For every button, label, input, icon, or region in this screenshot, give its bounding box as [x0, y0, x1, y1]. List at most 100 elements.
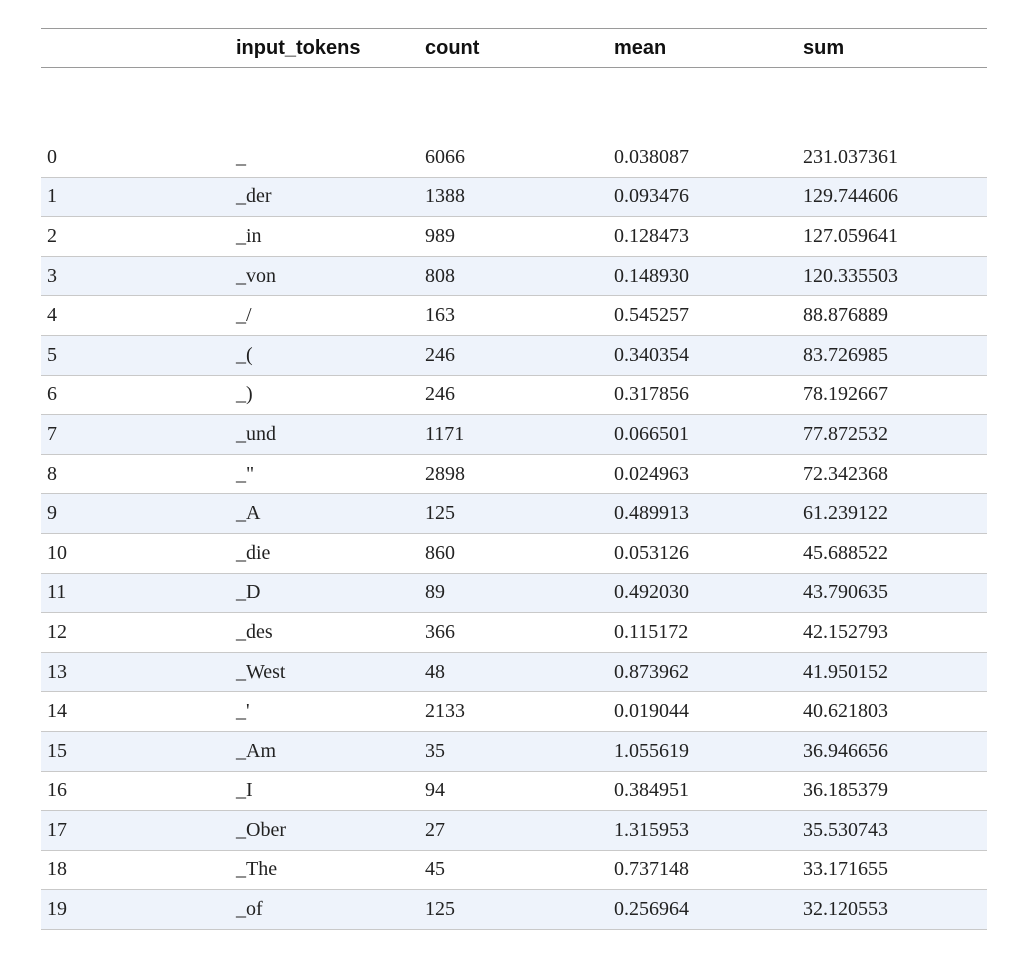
- cell-sum: 72.342368: [803, 454, 987, 495]
- table-row: 11 _D 89 0.492030 43.790635: [41, 573, 987, 614]
- table-row: 14 _' 2133 0.019044 40.621803: [41, 691, 987, 732]
- header-mean: mean: [614, 28, 803, 68]
- cell-mean: 0.873962: [614, 652, 803, 693]
- header-input-tokens: input_tokens: [236, 28, 425, 68]
- cell-input-tokens: _": [236, 454, 425, 495]
- cell-sum: 36.185379: [803, 771, 987, 812]
- cell-input-tokens: _von: [236, 256, 425, 297]
- cell-count: 860: [425, 533, 614, 574]
- cell-index: 19: [41, 889, 236, 930]
- header-count: count: [425, 28, 614, 68]
- cell-input-tokens: _: [236, 138, 425, 178]
- cell-sum: 78.192667: [803, 375, 987, 416]
- cell-count: 163: [425, 295, 614, 336]
- table-row: 17 _Ober 27 1.315953 35.530743: [41, 810, 987, 851]
- header-spacer: [41, 68, 987, 139]
- table-row: 6 _) 246 0.317856 78.192667: [41, 375, 987, 416]
- cell-count: 89: [425, 573, 614, 614]
- cell-mean: 0.737148: [614, 850, 803, 891]
- table-row: 7 _und 1171 0.066501 77.872532: [41, 414, 987, 455]
- table-row: 18 _The 45 0.737148 33.171655: [41, 850, 987, 891]
- cell-sum: 129.744606: [803, 177, 987, 218]
- cell-mean: 0.317856: [614, 375, 803, 416]
- table-row: 0 _ 6066 0.038087 231.037361: [41, 138, 987, 178]
- cell-index: 3: [41, 256, 236, 297]
- cell-input-tokens: _): [236, 375, 425, 416]
- cell-index: 12: [41, 612, 236, 653]
- cell-sum: 35.530743: [803, 810, 987, 851]
- cell-count: 366: [425, 612, 614, 653]
- cell-input-tokens: _und: [236, 414, 425, 455]
- cell-count: 45: [425, 850, 614, 891]
- table-row: 12 _des 366 0.115172 42.152793: [41, 612, 987, 653]
- cell-input-tokens: _die: [236, 533, 425, 574]
- cell-mean: 0.053126: [614, 533, 803, 574]
- cell-input-tokens: _Ober: [236, 810, 425, 851]
- cell-mean: 0.038087: [614, 138, 803, 178]
- cell-sum: 61.239122: [803, 493, 987, 534]
- cell-sum: 88.876889: [803, 295, 987, 336]
- cell-count: 246: [425, 335, 614, 376]
- cell-mean: 0.128473: [614, 216, 803, 257]
- cell-count: 125: [425, 889, 614, 930]
- cell-mean: 0.489913: [614, 493, 803, 534]
- header-index: [41, 28, 236, 68]
- table-row: 9 _A 125 0.489913 61.239122: [41, 493, 987, 534]
- cell-index: 2: [41, 216, 236, 257]
- cell-sum: 42.152793: [803, 612, 987, 653]
- cell-index: 15: [41, 731, 236, 772]
- cell-input-tokens: _/: [236, 295, 425, 336]
- table-row: 2 _in 989 0.128473 127.059641: [41, 216, 987, 257]
- cell-count: 246: [425, 375, 614, 416]
- cell-sum: 40.621803: [803, 691, 987, 732]
- cell-index: 1: [41, 177, 236, 218]
- cell-index: 14: [41, 691, 236, 732]
- cell-index: 13: [41, 652, 236, 693]
- cell-index: 9: [41, 493, 236, 534]
- cell-mean: 0.384951: [614, 771, 803, 812]
- cell-mean: 1.315953: [614, 810, 803, 851]
- table-row: 13 _West 48 0.873962 41.950152: [41, 652, 987, 693]
- cell-input-tokens: _': [236, 691, 425, 732]
- cell-input-tokens: _(: [236, 335, 425, 376]
- cell-input-tokens: _West: [236, 652, 425, 693]
- dataframe-table: input_tokens count mean sum 0 _ 6066 0.0380…: [41, 28, 987, 930]
- table-row: 16 _I 94 0.384951 36.185379: [41, 771, 987, 812]
- cell-mean: 0.256964: [614, 889, 803, 930]
- table-row: 1 _der 1388 0.093476 129.744606: [41, 177, 987, 218]
- cell-input-tokens: _of: [236, 889, 425, 930]
- cell-count: 94: [425, 771, 614, 812]
- cell-count: 35: [425, 731, 614, 772]
- cell-index: 16: [41, 771, 236, 812]
- cell-sum: 43.790635: [803, 573, 987, 614]
- cell-input-tokens: _D: [236, 573, 425, 614]
- table-row: 15 _Am 35 1.055619 36.946656: [41, 731, 987, 772]
- cell-mean: 0.340354: [614, 335, 803, 376]
- cell-index: 18: [41, 850, 236, 891]
- cell-input-tokens: _A: [236, 493, 425, 534]
- cell-index: 5: [41, 335, 236, 376]
- cell-mean: 0.148930: [614, 256, 803, 297]
- cell-count: 2898: [425, 454, 614, 495]
- cell-index: 8: [41, 454, 236, 495]
- cell-input-tokens: _in: [236, 216, 425, 257]
- cell-sum: 41.950152: [803, 652, 987, 693]
- cell-input-tokens: _The: [236, 850, 425, 891]
- cell-input-tokens: _Am: [236, 731, 425, 772]
- table-row: 8 _" 2898 0.024963 72.342368: [41, 454, 987, 495]
- table-header: input_tokens count mean sum: [41, 28, 987, 139]
- cell-mean: 0.019044: [614, 691, 803, 732]
- cell-index: 4: [41, 295, 236, 336]
- cell-index: 0: [41, 138, 236, 178]
- cell-index: 11: [41, 573, 236, 614]
- cell-sum: 77.872532: [803, 414, 987, 455]
- table-row: 10 _die 860 0.053126 45.688522: [41, 533, 987, 574]
- dataframe-container: input_tokens count mean sum 0 _ 6066 0.0380…: [41, 28, 987, 930]
- table-row: 5 _(246 0.340354 83.726985: [41, 335, 987, 376]
- cell-count: 27: [425, 810, 614, 851]
- cell-mean: 0.492030: [614, 573, 803, 614]
- cell-count: 1171: [425, 414, 614, 455]
- cell-input-tokens: _I: [236, 771, 425, 812]
- header-row: input_tokens count mean sum: [41, 28, 987, 68]
- cell-sum: 83.726985: [803, 335, 987, 376]
